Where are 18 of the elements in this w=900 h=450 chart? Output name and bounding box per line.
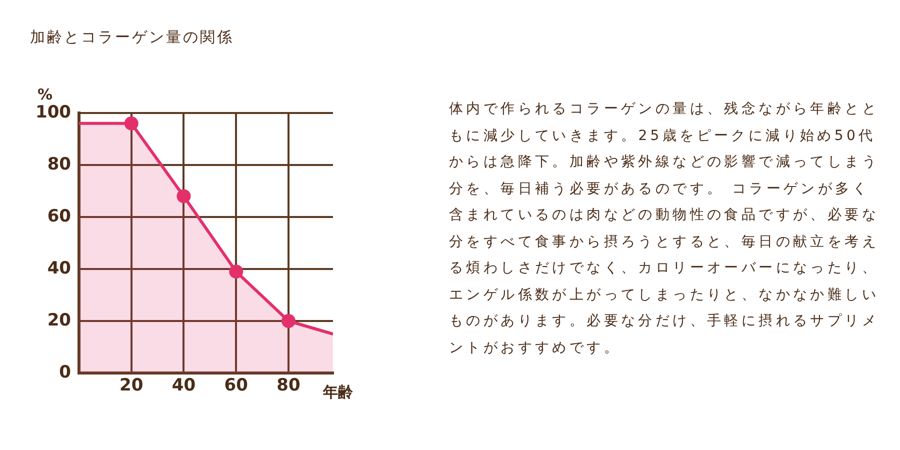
chart-title: 加齢とコラーゲン量の関係 xyxy=(30,28,234,47)
y-tick-label: 40 xyxy=(47,258,72,278)
x-tick-label: 40 xyxy=(172,376,196,396)
point xyxy=(124,116,138,130)
y-tick-label: 100 xyxy=(36,102,72,122)
point xyxy=(229,264,244,279)
point xyxy=(281,314,296,328)
x-tick-label: 20 xyxy=(120,376,144,396)
x-axis-title: 年齢 xyxy=(322,382,354,401)
y-tick-label: 0 xyxy=(59,362,72,382)
point xyxy=(176,189,191,204)
text: 体内で作られるコラーゲンの量は、残念ながら年齢とともに減少していきます。25歳をピークに減り始め50代からは急降下。加齢や紫外線などの影響で減ってしまう分を、毎日補う必要があるのです。 コラーゲンが多く含まれているのは肉などの動物性の食品ですが、必要な分をすべて食事から摂ろうとすると、毎日の献立を考える煩わしさだけでなく、カロリーオーバーになったり、エンゲル係数が上がってしまったりと、なかなか難しいものがあります。必要な分だけ、手軽に摂れるサプリメントがおすすめです。 xyxy=(449,101,879,356)
y-tick-label: 60 xyxy=(47,206,72,226)
y-tick-label: 20 xyxy=(47,310,72,330)
x-tick-label: 80 xyxy=(276,376,300,396)
x-tick-label: 60 xyxy=(224,376,248,396)
y-tick-label: 80 xyxy=(47,154,72,174)
y-axis-title: % xyxy=(37,85,53,104)
